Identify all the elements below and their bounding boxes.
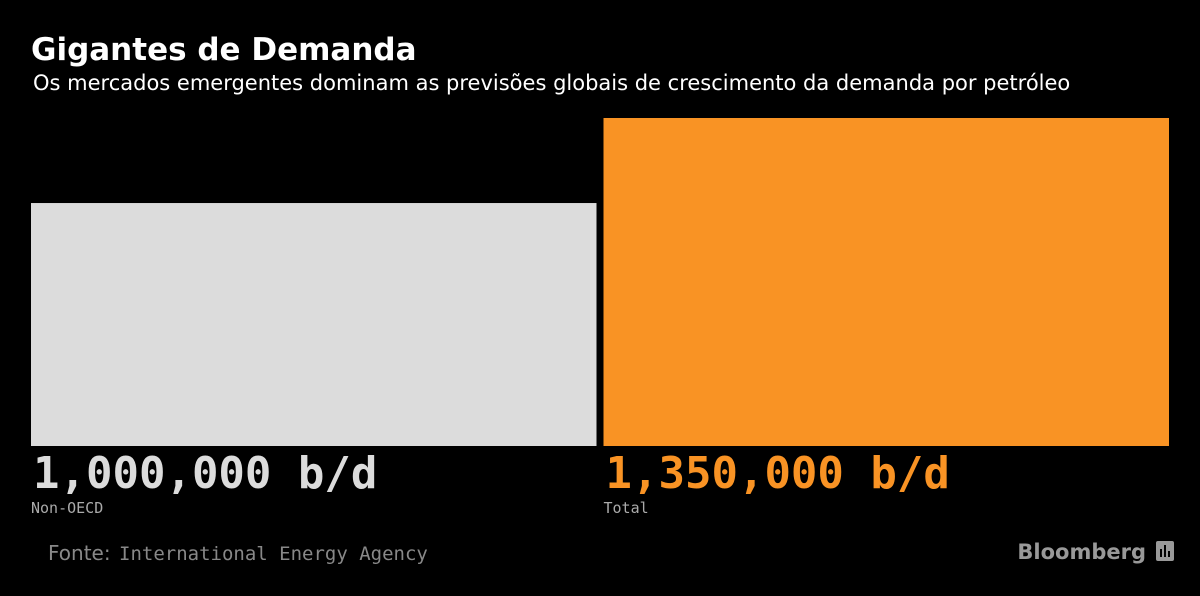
bar <box>31 203 597 446</box>
bar <box>603 118 1169 446</box>
brand: Bloomberg <box>1017 540 1146 564</box>
source: International Energy Agency <box>119 543 428 565</box>
brand-icon <box>1156 541 1174 561</box>
chart-subtitle: Os mercados emergentes dominam as previs… <box>33 71 1070 95</box>
category-label: Total <box>604 499 649 517</box>
chart-title: Gigantes de Demanda <box>31 32 417 68</box>
category-label: Non-OECD <box>31 499 103 517</box>
source-label: Fonte: <box>48 541 111 565</box>
value-label: 1,350,000 b/d <box>606 448 950 499</box>
value-label: 1,000,000 b/d <box>33 448 377 499</box>
